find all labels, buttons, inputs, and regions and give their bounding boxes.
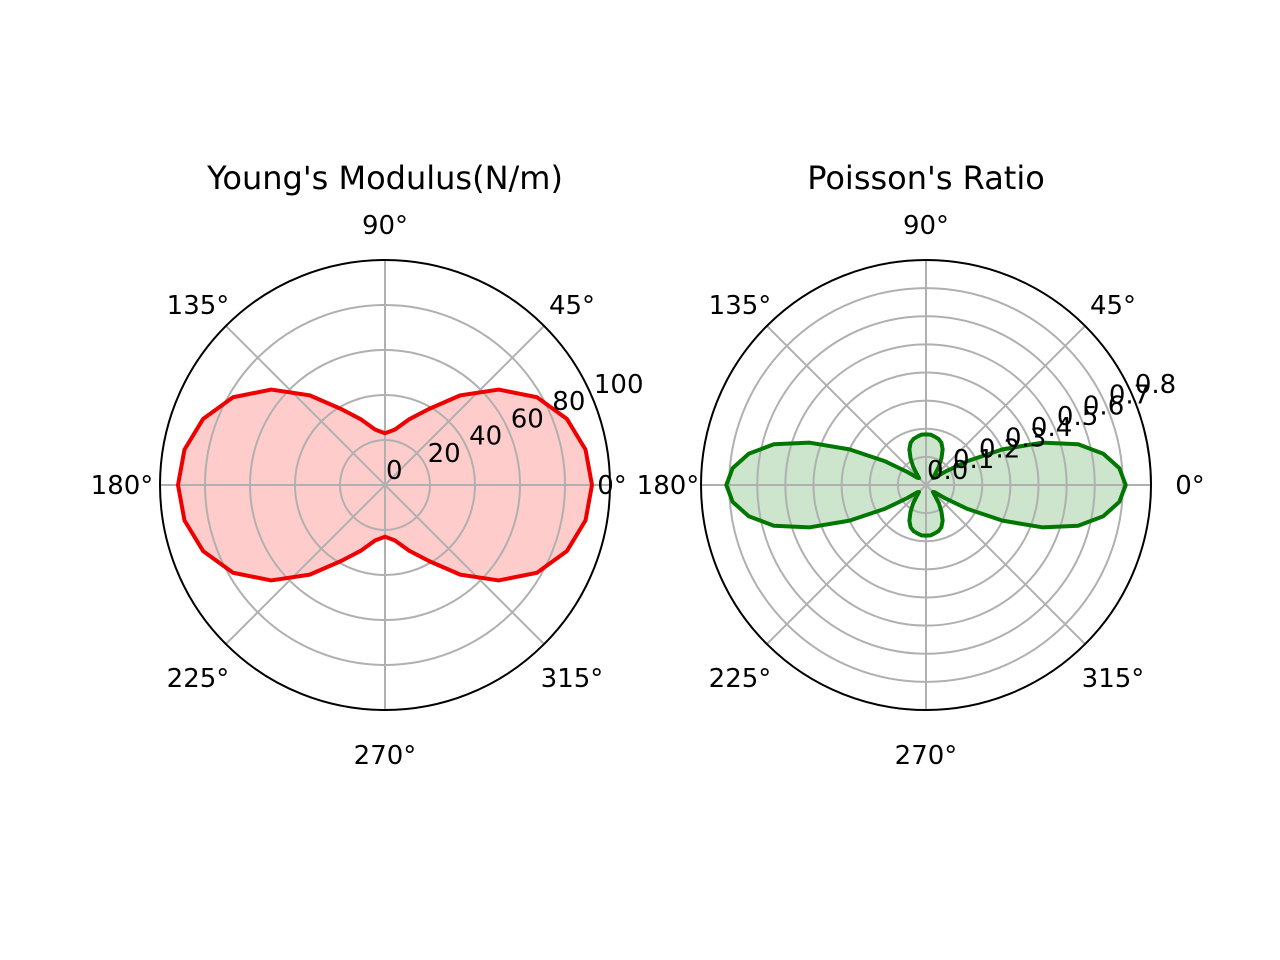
radial-tick-label: 0.5 [1057, 402, 1098, 432]
angle-tick-label: 270° [354, 741, 417, 771]
radial-tick-label: 0.1 [953, 445, 994, 475]
radial-tick-label: 0.7 [1109, 381, 1150, 411]
angle-tick-label: 225° [709, 664, 772, 694]
radial-tick-label: 0.2 [979, 434, 1020, 464]
angular-grid-line [766, 325, 927, 486]
radial-tick-label: 40 [469, 422, 502, 452]
series-line [724, 432, 1128, 538]
polar-chart-youngs-modulus: Young's Modulus(N/m) 0° 45° 90° 135° 180° 225… [91, 159, 644, 771]
radial-tick-label: 0.4 [1031, 413, 1072, 443]
angle-tick-label: 315° [541, 664, 604, 694]
angle-tick-label: 0° [597, 471, 627, 501]
angle-tick-label: 180° [91, 471, 154, 501]
angular-grid-line [925, 484, 1086, 645]
angle-tick-label: 135° [167, 291, 230, 321]
angular-grid-line [925, 325, 1086, 486]
angular-grid-line [384, 325, 545, 486]
angle-tick-label: 90° [903, 211, 949, 241]
polar-chart-poissons-ratio: Poisson's Ratio 0° 45° 90° 135° 180° 225° 270°… [637, 159, 1205, 771]
angular-grid-line [225, 484, 386, 645]
radial-tick-label: 0.3 [1005, 424, 1046, 454]
angle-tick-label: 270° [895, 741, 958, 771]
radial-tick-label: 0 [386, 456, 403, 486]
angle-tick-label: 90° [362, 211, 408, 241]
radial-tick-label: 100 [594, 370, 644, 400]
series-line [176, 387, 594, 583]
radial-tick-label: 20 [428, 439, 461, 469]
radial-tick-label: 0.6 [1083, 391, 1124, 421]
angle-tick-label: 0° [1175, 471, 1205, 501]
angle-tick-label: 135° [709, 291, 772, 321]
angular-grid-line [384, 484, 545, 645]
polar-frame [700, 259, 1152, 711]
angle-tick-label: 180° [637, 471, 700, 501]
angle-tick-label: 45° [549, 291, 595, 321]
angle-tick-label: 45° [1090, 291, 1136, 321]
chart-title: Poisson's Ratio [807, 159, 1045, 197]
angle-tick-label: 315° [1082, 664, 1145, 694]
polar-frame [159, 259, 611, 711]
radial-tick-label: 0.8 [1135, 370, 1176, 400]
radial-tick-label: 80 [552, 387, 585, 417]
radial-tick-label: 60 [511, 404, 544, 434]
angle-tick-label: 225° [167, 664, 230, 694]
angular-grid-line [766, 484, 927, 645]
angular-grid-line [225, 325, 386, 486]
chart-title: Young's Modulus(N/m) [206, 159, 563, 197]
radial-tick-label: 0.0 [927, 456, 968, 486]
